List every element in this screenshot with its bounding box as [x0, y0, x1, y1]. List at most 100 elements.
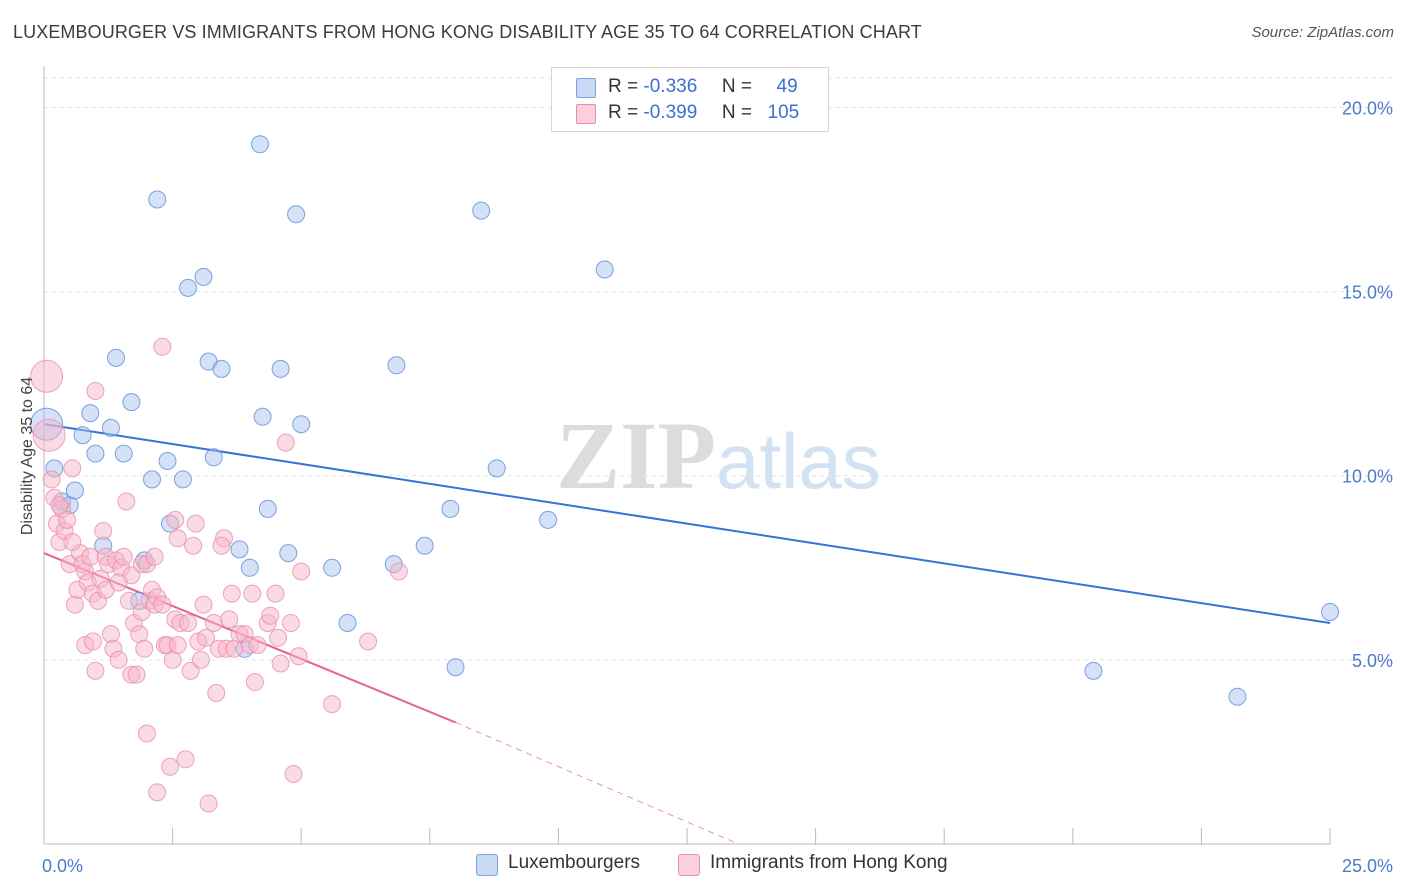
data-point — [42, 470, 61, 489]
data-point — [65, 595, 84, 614]
tick-labels: 5.0% 10.0% 15.0% 20.0% 0.0% 25.0% — [42, 98, 1393, 876]
trend-line-extension — [455, 722, 739, 845]
data-point — [389, 562, 408, 581]
data-point — [119, 591, 138, 610]
data-point — [292, 415, 311, 434]
data-point — [212, 359, 231, 378]
data-point — [58, 510, 77, 529]
data-point — [186, 514, 205, 533]
data-point — [248, 636, 267, 655]
data-point — [212, 536, 231, 555]
data-point — [145, 547, 164, 566]
stats-legend: R = -0.336 N = 49 R = -0.399 N = 105 — [551, 67, 829, 132]
data-point — [207, 684, 226, 702]
data-point — [204, 448, 223, 467]
x-tick-label: 0.0% — [42, 856, 83, 876]
data-point — [73, 426, 92, 445]
data-point — [284, 765, 303, 783]
data-point — [137, 724, 156, 743]
n-label: N = — [721, 102, 752, 123]
r-label: R = — [608, 76, 639, 97]
data-point — [32, 418, 66, 452]
data-point — [251, 135, 269, 154]
data-point — [153, 595, 172, 614]
r-label: R = — [608, 102, 639, 123]
data-point — [204, 614, 223, 632]
hong-kong-swatch — [576, 104, 596, 124]
y-tick-label: 5.0% — [1352, 651, 1393, 671]
data-point — [30, 359, 64, 393]
data-point — [197, 628, 215, 647]
data-point — [595, 260, 614, 279]
r-value: -0.336 — [643, 76, 698, 97]
data-point — [114, 547, 133, 566]
data-point — [191, 650, 210, 669]
data-point — [539, 510, 558, 529]
data-point — [168, 636, 187, 655]
data-point — [101, 418, 120, 437]
data-point — [114, 444, 133, 463]
n-label: N = — [721, 76, 752, 97]
data-point — [271, 359, 290, 378]
data-points — [30, 135, 1339, 813]
data-point — [472, 201, 491, 220]
data-point — [194, 595, 213, 614]
chart-title: LUXEMBOURGER VS IMMIGRANTS FROM HONG KON… — [13, 22, 922, 42]
data-point — [168, 529, 187, 548]
data-point — [81, 547, 100, 566]
data-point — [245, 673, 264, 691]
data-point — [86, 444, 105, 463]
data-point — [323, 558, 342, 577]
data-point — [441, 499, 460, 518]
data-point — [253, 407, 272, 426]
data-point — [446, 658, 465, 677]
data-point — [50, 496, 69, 515]
source-label: Source: ZipAtlas.com — [1251, 24, 1394, 41]
data-point — [179, 614, 197, 632]
y-tick-label: 20.0% — [1342, 98, 1393, 118]
y-tick-label: 15.0% — [1342, 283, 1393, 303]
hong-kong-legend-swatch — [678, 854, 700, 876]
data-point — [258, 499, 277, 518]
data-point — [281, 614, 300, 632]
data-point — [230, 540, 249, 559]
data-point — [279, 544, 298, 563]
data-point — [117, 492, 136, 511]
data-point — [148, 783, 167, 802]
data-point — [101, 625, 120, 644]
data-point — [109, 573, 128, 592]
series-hong-kong — [30, 337, 408, 813]
data-point — [122, 393, 141, 412]
data-point — [287, 205, 306, 224]
y-axis-label: Disability Age 35 to 64 — [19, 377, 36, 535]
data-point — [143, 470, 161, 489]
data-point — [220, 610, 239, 629]
data-point — [63, 459, 82, 478]
data-point — [176, 750, 195, 769]
data-point — [1228, 687, 1247, 706]
legend-label: Immigrants from Hong Kong — [710, 852, 948, 873]
data-point — [107, 348, 125, 367]
data-point — [199, 794, 218, 813]
data-point — [338, 614, 357, 632]
trend-line — [43, 423, 1331, 625]
data-point — [81, 404, 100, 423]
luxembourgers-swatch — [576, 78, 596, 98]
data-point — [179, 278, 197, 297]
data-point — [222, 584, 241, 603]
data-point — [1084, 661, 1103, 680]
data-point — [1321, 603, 1339, 621]
n-value: 105 — [767, 102, 800, 123]
data-point — [148, 190, 167, 209]
data-point — [266, 584, 285, 603]
r-value: -0.399 — [643, 102, 698, 123]
data-point — [181, 661, 200, 680]
y-tick-label: 10.0% — [1342, 467, 1393, 487]
legend-label: Luxembourgers — [508, 852, 641, 873]
data-point — [109, 650, 128, 669]
data-point — [153, 337, 172, 356]
n-value: 49 — [776, 76, 798, 97]
data-point — [127, 665, 146, 684]
data-point — [243, 584, 262, 603]
